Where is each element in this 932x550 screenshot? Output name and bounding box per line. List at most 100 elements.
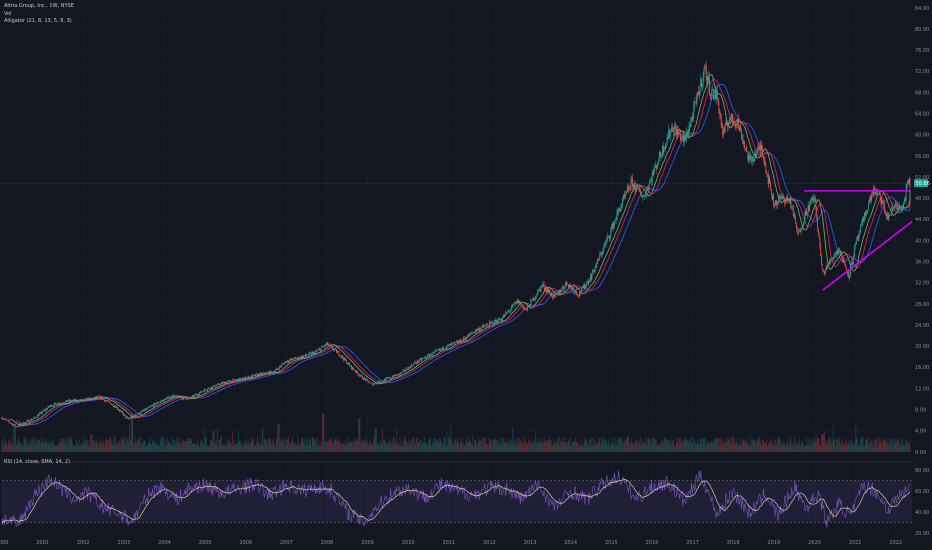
volume-bar (115, 437, 116, 452)
price-tick-label: 0.00 (915, 450, 926, 456)
volume-bar (300, 438, 302, 452)
volume-bar (531, 441, 532, 452)
volume-bar (426, 441, 427, 452)
volume-bar (636, 442, 638, 452)
volume-bar (530, 440, 532, 452)
volume-bar (361, 440, 362, 452)
volume-bar (356, 440, 358, 452)
candle-body (709, 77, 710, 94)
candle-body (318, 349, 319, 350)
candle-body (593, 271, 595, 272)
volume-bar (292, 438, 293, 452)
time-tick-label: 2020 (808, 540, 821, 546)
volume-bar (670, 437, 672, 452)
volume-bar (483, 438, 485, 452)
candle-body (891, 206, 893, 214)
volume-bar (430, 438, 431, 452)
volume-bar (347, 443, 348, 452)
candle-body (335, 348, 337, 350)
volume-bar (872, 444, 873, 452)
price-axis[interactable]: 84.0080.0076.0072.0068.0064.0060.0056.00… (915, 6, 929, 456)
candle-body (672, 126, 673, 132)
volume-bar (746, 438, 748, 452)
volume-bar (655, 439, 657, 452)
candle-body (243, 378, 245, 380)
candle-body (708, 77, 710, 82)
volume-bar (519, 438, 521, 452)
candle-body (313, 352, 315, 355)
candle-body (691, 117, 693, 118)
volume-bar (791, 443, 793, 452)
volume-bar (868, 444, 870, 452)
volume-bar (595, 442, 597, 452)
volume-bar (510, 440, 512, 452)
candle-body (119, 410, 121, 412)
trendlines[interactable] (2, 182, 913, 291)
candle-body (710, 95, 712, 96)
candle-body (226, 381, 228, 384)
volume-bar (442, 446, 444, 452)
volume-bar (587, 445, 589, 452)
candle-body (609, 236, 611, 238)
volume-bar (79, 443, 81, 452)
volume-bar (752, 440, 753, 452)
volume-bar (123, 435, 125, 452)
volume-bar (330, 437, 332, 452)
candle-body (345, 360, 347, 361)
candle-body (347, 363, 348, 365)
candle-body (381, 380, 383, 382)
candle-body (735, 124, 737, 126)
candle-body (32, 419, 33, 420)
candle-body (287, 360, 289, 362)
volume-bar (745, 443, 747, 452)
volume-bar (416, 438, 418, 452)
volume-bar (341, 443, 343, 452)
volume-bar (788, 445, 790, 452)
candle-body (799, 229, 800, 231)
volume-bar (322, 413, 323, 452)
volume-bar (579, 445, 580, 452)
candle-body (343, 358, 344, 361)
candle-body (134, 414, 136, 417)
candle-body (835, 250, 837, 255)
price-tick-label: 40.00 (915, 238, 929, 244)
candle-body (567, 284, 569, 285)
candle-body (717, 97, 719, 102)
volume-bar (107, 439, 109, 452)
candle-body (394, 374, 395, 377)
candle-body (682, 135, 684, 136)
volume-bar (686, 439, 688, 452)
volume-bar (203, 429, 205, 452)
volume-bar (172, 437, 174, 452)
candle-body (481, 327, 482, 330)
candle-body (531, 299, 533, 301)
time-axis[interactable]: 2000200120022003200420052006200720082009… (0, 540, 902, 546)
volume-bar (278, 424, 280, 452)
candlesticks[interactable] (1, 60, 911, 428)
candle-body (549, 289, 551, 293)
candle-body (640, 194, 642, 198)
volume-bar (828, 439, 829, 452)
rsi-panel[interactable] (1, 469, 912, 529)
candle-body (867, 209, 869, 214)
volume-bar (40, 437, 42, 452)
candle-body (393, 374, 395, 378)
volume-bar (548, 437, 550, 452)
candle-body (315, 351, 317, 352)
candle-body (187, 398, 189, 400)
candle-body (750, 155, 752, 157)
volume-bar (4, 441, 6, 452)
volume-bar (236, 444, 238, 452)
volume-bar (512, 426, 514, 452)
volume-bar (127, 442, 129, 452)
candle-body (407, 369, 409, 371)
volume-bar (245, 443, 246, 452)
volume-bar (738, 444, 740, 452)
price-tick-label: 20.00 (915, 344, 929, 350)
candle-body (379, 382, 381, 383)
volume-bar (562, 436, 564, 452)
volume-bar (525, 441, 527, 452)
volume-bar (282, 437, 284, 452)
volume-bar (901, 440, 902, 452)
